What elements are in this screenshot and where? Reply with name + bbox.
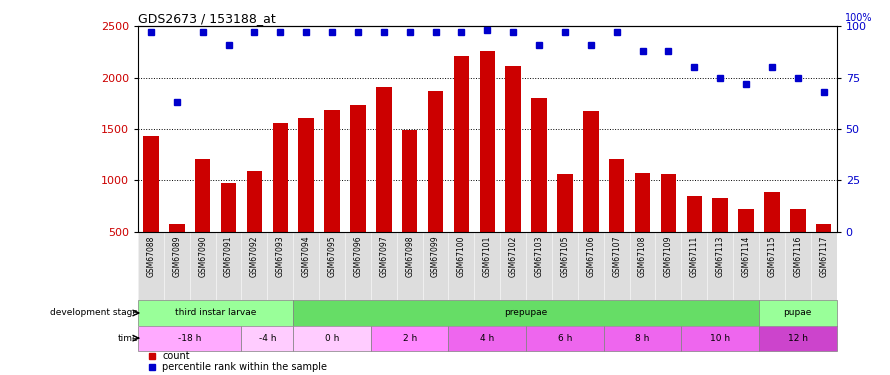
Text: 10 h: 10 h bbox=[710, 334, 730, 343]
Text: GSM67114: GSM67114 bbox=[741, 235, 750, 277]
Text: 100%: 100% bbox=[845, 13, 872, 24]
Text: GSM67113: GSM67113 bbox=[716, 235, 724, 277]
Bar bbox=[143, 136, 158, 232]
Text: third instar larvae: third instar larvae bbox=[175, 309, 256, 318]
Text: GDS2673 / 153188_at: GDS2673 / 153188_at bbox=[138, 12, 276, 25]
Bar bbox=[402, 130, 417, 232]
Text: GSM67091: GSM67091 bbox=[224, 235, 233, 277]
Bar bbox=[449, 326, 526, 351]
Bar bbox=[169, 224, 184, 232]
Text: GSM67109: GSM67109 bbox=[664, 235, 673, 277]
Text: -18 h: -18 h bbox=[178, 334, 201, 343]
Bar bbox=[603, 326, 682, 351]
Text: count: count bbox=[162, 351, 190, 361]
Bar bbox=[293, 326, 371, 351]
Bar bbox=[350, 105, 366, 232]
Text: percentile rank within the sample: percentile rank within the sample bbox=[162, 362, 328, 372]
Text: GSM67106: GSM67106 bbox=[587, 235, 595, 277]
Text: GSM67115: GSM67115 bbox=[767, 235, 776, 277]
Text: time: time bbox=[117, 334, 138, 343]
Text: GSM67092: GSM67092 bbox=[250, 235, 259, 277]
Text: 8 h: 8 h bbox=[635, 334, 650, 343]
Text: GSM67097: GSM67097 bbox=[379, 235, 388, 277]
Text: GSM67101: GSM67101 bbox=[482, 235, 492, 277]
Text: GSM67102: GSM67102 bbox=[509, 235, 518, 277]
Text: pupae: pupae bbox=[783, 309, 812, 318]
Bar bbox=[686, 196, 702, 232]
Bar bbox=[272, 123, 288, 232]
Bar bbox=[739, 209, 754, 232]
Text: 4 h: 4 h bbox=[480, 334, 495, 343]
Bar bbox=[247, 171, 263, 232]
Text: GSM67099: GSM67099 bbox=[431, 235, 440, 277]
Bar bbox=[790, 209, 805, 232]
Bar bbox=[195, 159, 210, 232]
Text: 6 h: 6 h bbox=[558, 334, 572, 343]
Bar bbox=[428, 91, 443, 232]
Text: GSM67088: GSM67088 bbox=[146, 235, 156, 277]
Bar bbox=[682, 326, 759, 351]
Bar bbox=[454, 56, 469, 232]
Bar bbox=[660, 174, 676, 232]
Bar bbox=[531, 98, 546, 232]
Bar bbox=[759, 326, 837, 351]
Bar bbox=[816, 224, 831, 232]
Text: GSM67103: GSM67103 bbox=[535, 235, 544, 277]
Bar bbox=[480, 51, 495, 232]
Bar bbox=[526, 326, 603, 351]
Bar bbox=[712, 198, 728, 232]
Text: GSM67100: GSM67100 bbox=[457, 235, 465, 277]
Text: 0 h: 0 h bbox=[325, 334, 339, 343]
Bar bbox=[557, 174, 572, 232]
Bar bbox=[138, 300, 293, 326]
Bar bbox=[138, 326, 241, 351]
Bar bbox=[221, 183, 236, 232]
Bar bbox=[583, 111, 599, 232]
Bar bbox=[765, 192, 780, 232]
Text: 2 h: 2 h bbox=[402, 334, 417, 343]
Text: GSM67105: GSM67105 bbox=[561, 235, 570, 277]
Bar bbox=[298, 118, 314, 232]
Text: GSM67095: GSM67095 bbox=[328, 235, 336, 277]
Bar bbox=[371, 326, 449, 351]
Bar bbox=[506, 66, 521, 232]
Text: GSM67090: GSM67090 bbox=[198, 235, 207, 277]
Text: 12 h: 12 h bbox=[788, 334, 808, 343]
Bar bbox=[635, 173, 651, 232]
Text: GSM67117: GSM67117 bbox=[819, 235, 829, 277]
Text: GSM67093: GSM67093 bbox=[276, 235, 285, 277]
Text: development stage: development stage bbox=[50, 309, 138, 318]
Text: -4 h: -4 h bbox=[259, 334, 276, 343]
Bar bbox=[376, 87, 392, 232]
Text: GSM67094: GSM67094 bbox=[302, 235, 311, 277]
Text: GSM67089: GSM67089 bbox=[173, 235, 182, 277]
Text: GSM67098: GSM67098 bbox=[405, 235, 414, 277]
Text: prepupae: prepupae bbox=[505, 309, 547, 318]
Text: GSM67116: GSM67116 bbox=[793, 235, 802, 277]
Bar bbox=[241, 326, 293, 351]
Text: GSM67111: GSM67111 bbox=[690, 235, 699, 276]
Bar bbox=[609, 159, 625, 232]
Bar bbox=[759, 300, 837, 326]
Text: GSM67107: GSM67107 bbox=[612, 235, 621, 277]
Text: GSM67108: GSM67108 bbox=[638, 235, 647, 277]
Bar bbox=[293, 300, 759, 326]
Bar bbox=[324, 110, 340, 232]
Text: GSM67096: GSM67096 bbox=[353, 235, 362, 277]
